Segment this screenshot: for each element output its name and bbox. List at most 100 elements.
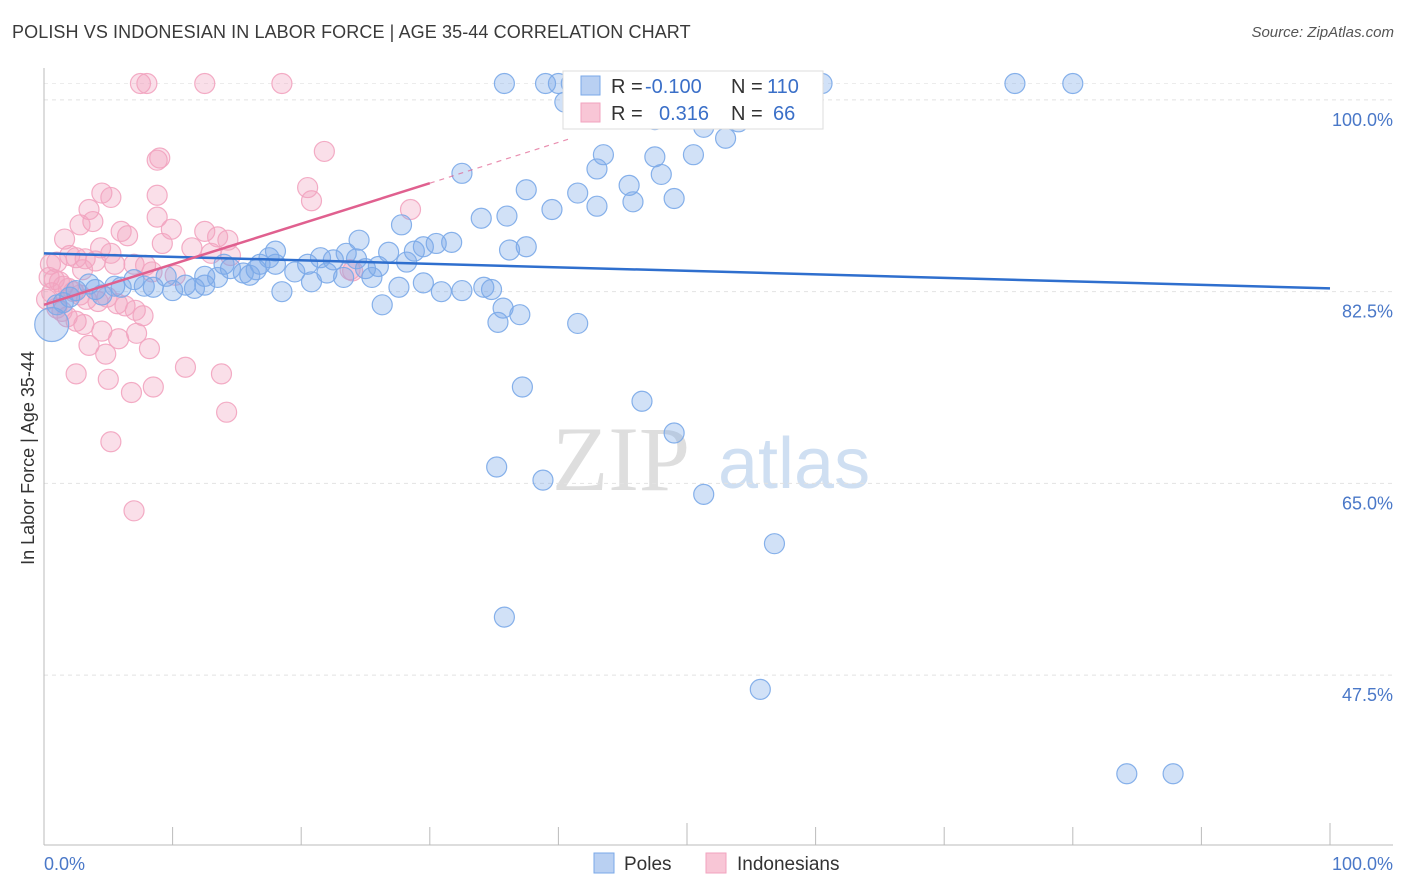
indonesians-point-79 xyxy=(39,253,62,275)
axes xyxy=(43,68,1393,846)
y-tick-label-1: 82.5% xyxy=(1342,302,1393,322)
poles-point-98 xyxy=(631,390,653,412)
indonesians-point-28 xyxy=(123,253,145,275)
poles-point-105 xyxy=(749,678,771,701)
poles-point-61 xyxy=(142,276,164,298)
legend-indonesians-r-label: R = xyxy=(611,103,643,125)
poles-point-107 xyxy=(1162,763,1184,785)
poles-point-44 xyxy=(335,242,357,264)
poles-point-22 xyxy=(650,163,672,186)
poles-point-82 xyxy=(371,294,393,316)
x-tick-left: 0.0% xyxy=(44,854,85,874)
indonesians-point-61 xyxy=(174,356,197,378)
indonesians-point-6 xyxy=(149,147,171,169)
indonesians-point-0 xyxy=(129,72,152,95)
bottom-legend-indonesians-swatch xyxy=(705,852,727,874)
y-tick-label-3: 47.5% xyxy=(1342,685,1393,705)
poles-point-31 xyxy=(390,214,413,236)
indonesians-point-66 xyxy=(100,431,122,453)
gridlines: 100.0% 82.5% 65.0% 47.5% xyxy=(44,82,1393,705)
poles-point-25 xyxy=(567,182,589,204)
indonesians-point-57 xyxy=(78,334,100,356)
indonesians-point-52 xyxy=(73,313,95,336)
indonesians-point-11 xyxy=(300,190,323,212)
poles-point-76 xyxy=(245,259,267,281)
poles-point-102 xyxy=(693,483,715,505)
poles-point-38 xyxy=(403,240,425,262)
indonesians-point-65 xyxy=(216,401,238,423)
y-axis-label: In Labor Force | Age 35-44 xyxy=(18,351,38,565)
indonesians-trend-line xyxy=(43,181,431,307)
bottom-legend-poles: Poles xyxy=(624,854,672,875)
poles-point-94 xyxy=(682,144,705,166)
poles-point-79 xyxy=(316,262,338,284)
poles-point-43 xyxy=(345,248,368,270)
indonesians-point-64 xyxy=(142,376,164,398)
trend-lines xyxy=(43,137,1331,307)
poles-point-23 xyxy=(618,174,640,196)
poles-point-28 xyxy=(541,198,563,221)
bottom-legend-poles-swatch xyxy=(593,852,615,874)
poles-point-90 xyxy=(509,304,531,326)
indonesians-point-9 xyxy=(100,186,122,209)
legend-poles-n-value: 110 xyxy=(767,76,799,98)
series-legend: Poles Indonesians xyxy=(593,852,839,875)
indonesians-trend-extension xyxy=(429,137,572,184)
poles-point-81 xyxy=(361,266,383,289)
indonesians-point-63 xyxy=(120,381,143,404)
indonesians-point-1 xyxy=(136,72,158,95)
poles-point-97 xyxy=(511,376,533,398)
poles-point-62 xyxy=(133,275,155,297)
indonesians-point-20 xyxy=(53,228,76,250)
poles-point-32 xyxy=(348,229,370,251)
indonesians-point-3 xyxy=(271,72,293,95)
indonesians-point-75 xyxy=(100,242,122,264)
poles-point-26 xyxy=(622,191,644,213)
poles-point-83 xyxy=(388,276,410,298)
poles-point-108 xyxy=(264,253,287,275)
poles-point-12 xyxy=(1004,72,1026,95)
poles-point-104 xyxy=(493,606,515,628)
x-tick-right: 100.0% xyxy=(1332,854,1393,874)
watermark-atlas: atlas xyxy=(718,424,870,504)
indonesians-point-58 xyxy=(95,343,117,365)
indonesians-point-2 xyxy=(194,72,216,95)
poles-point-89 xyxy=(492,297,514,319)
poles-point-106 xyxy=(1116,763,1138,785)
poles-point-35 xyxy=(441,231,463,253)
legend-box xyxy=(562,70,824,130)
correlation-legend: R = -0.100 N = 110 R = 0.316 N = 66 xyxy=(562,70,824,130)
poles-point-13 xyxy=(1062,72,1084,95)
indonesians-point-4 xyxy=(313,140,335,163)
poles-point-27 xyxy=(586,195,608,217)
legend-indonesians-n-label: N = xyxy=(731,103,763,125)
poles-point-87 xyxy=(451,279,473,302)
poles-point-29 xyxy=(496,205,518,227)
poles-point-92 xyxy=(567,312,589,335)
poles-point-33 xyxy=(515,236,537,258)
indonesians-point-74 xyxy=(89,237,112,259)
y-tick-label-2: 65.0% xyxy=(1342,493,1393,513)
indonesians-point-10 xyxy=(146,184,168,206)
indonesians-point-56 xyxy=(138,338,161,360)
poles-point-101 xyxy=(532,469,554,491)
poles-point-93 xyxy=(663,187,685,210)
poles-point-0 xyxy=(493,72,515,95)
indonesians-points xyxy=(35,72,422,522)
poles-point-80 xyxy=(333,266,355,289)
legend-poles-r-label: R = xyxy=(611,76,643,98)
poles-point-85 xyxy=(430,281,452,303)
poles-point-86 xyxy=(473,276,495,298)
poles-point-91 xyxy=(487,311,509,333)
poles-point-100 xyxy=(486,456,508,478)
poles-trend-line xyxy=(43,252,1331,290)
legend-poles-n-label: N = xyxy=(731,76,763,98)
poles-point-74 xyxy=(194,274,216,296)
chart-source: Source: ZipAtlas.com xyxy=(1251,24,1394,41)
poles-point-99 xyxy=(663,422,685,444)
legend-indonesians-swatch xyxy=(580,102,601,123)
legend-poles-swatch xyxy=(580,75,601,96)
indonesians-point-55 xyxy=(125,322,148,344)
poles-point-88 xyxy=(480,278,503,301)
indonesians-point-21 xyxy=(151,232,173,255)
